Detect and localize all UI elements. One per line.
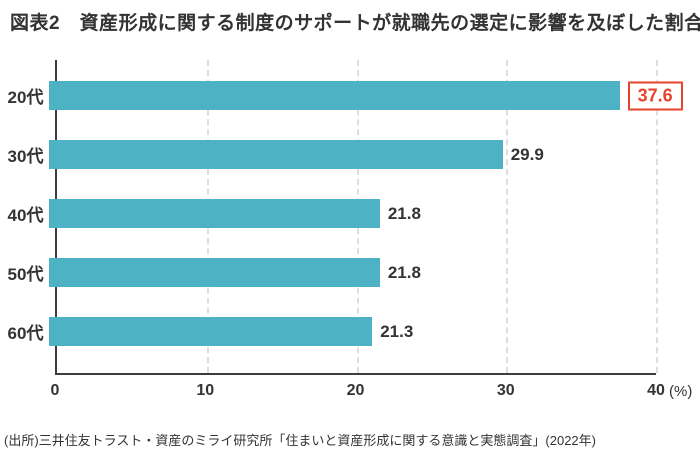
chart-row: 40代 21.8 — [2, 199, 656, 228]
bar — [49, 258, 380, 287]
chart-row: 20代 37.6 — [2, 81, 683, 110]
x-tick-label-0: 0 — [50, 382, 60, 399]
category-label: 40代 — [7, 206, 44, 225]
x-tick-label-10: 10 — [196, 382, 215, 399]
gridline-30 — [506, 60, 509, 373]
chart-row: 60代 21.3 — [2, 317, 656, 346]
value-label: 21.8 — [387, 203, 421, 223]
bar-track: 21.8 — [49, 199, 656, 228]
category-label: 50代 — [7, 265, 44, 284]
chart-row: 30代 29.9 — [2, 140, 656, 169]
bar-track: 21.3 — [49, 317, 656, 346]
bar — [49, 81, 620, 110]
category-label: 60代 — [7, 324, 44, 343]
bar-track: 29.9 — [49, 140, 656, 169]
x-axis: 0 10 20 30 40 (%) — [51, 382, 693, 404]
x-tick-label-30: 30 — [496, 382, 515, 399]
x-axis-unit-label: (%) — [669, 383, 693, 400]
chart-title: 図表2 資産形成に関する制度のサポートが就職先の選定に影響を及ぼした割合 — [10, 13, 700, 34]
bar — [49, 140, 503, 169]
source-note: (出所)三井住友トラスト・資産のミライ研究所「住まいと資産形成に関する意識と実態… — [4, 433, 596, 448]
value-label-highlighted: 37.6 — [627, 81, 683, 110]
x-tick-label-20: 20 — [346, 382, 365, 399]
category-label: 30代 — [7, 147, 44, 166]
plot-area: 20代 37.6 30代 29.9 40代 21.8 50代 21.8 60代 21.3 — [8, 60, 683, 375]
bar-track: 37.6 — [49, 81, 683, 110]
bar — [49, 317, 373, 346]
gridline-40 — [656, 60, 658, 373]
x-tick-label-40: 40 — [647, 382, 665, 399]
bar-track: 21.8 — [49, 258, 656, 287]
value-label: 29.9 — [510, 144, 544, 164]
category-label: 20代 — [7, 88, 44, 107]
bar — [49, 199, 380, 228]
value-label: 21.3 — [380, 321, 414, 341]
value-label: 21.8 — [387, 262, 421, 282]
chart-row: 50代 21.8 — [2, 258, 656, 287]
